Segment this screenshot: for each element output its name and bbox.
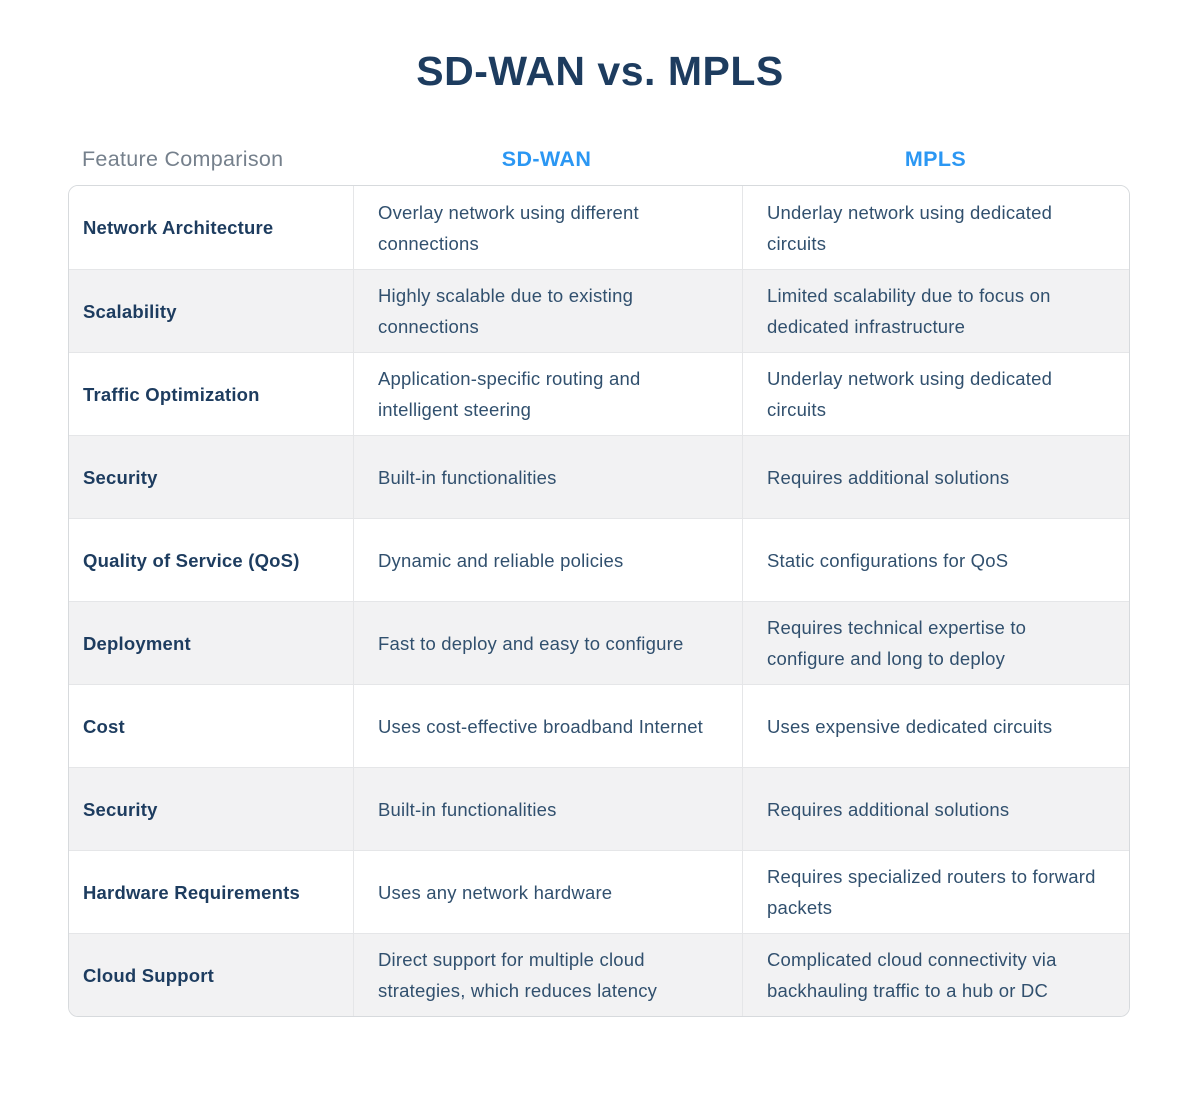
page-title: SD-WAN vs. MPLS xyxy=(416,48,784,94)
sdwan-cell: Uses cost-effective broadband Internet xyxy=(353,685,742,767)
table-row: Cost Uses cost-effective broadband Intern… xyxy=(69,684,1129,767)
mpls-cell: Underlay network using dedicated circuit… xyxy=(742,186,1129,269)
feature-cell: Cloud Support xyxy=(83,964,215,986)
mpls-cell: Requires additional solutions xyxy=(742,436,1129,518)
feature-cell: Traffic Optimization xyxy=(83,383,260,405)
feature-cell: Deployment xyxy=(83,632,191,654)
mpls-cell: Requires specialized routers to forward … xyxy=(742,851,1129,933)
sdwan-cell: Dynamic and reliable policies xyxy=(353,519,742,601)
table-row: Network Architecture Overlay network usin… xyxy=(69,186,1129,269)
column-headers: Feature Comparison SD-WAN MPLS xyxy=(68,145,1130,173)
comparison-table: Network Architecture Overlay network usin… xyxy=(68,185,1130,1017)
table-row: Security Built-in functionalities Requires… xyxy=(69,767,1129,850)
sdwan-cell: Uses any network hardware xyxy=(353,851,742,933)
mpls-cell: Complicated cloud connectivity via backh… xyxy=(742,934,1129,1016)
table-row: Scalability Highly scalable due to existi… xyxy=(69,269,1129,352)
feature-cell: Cost xyxy=(83,715,125,737)
page: SD-WAN vs. MPLS Feature Comparison SD-WA… xyxy=(0,48,1200,1116)
sdwan-cell: Application-specific routing and intelli… xyxy=(353,353,742,435)
mpls-cell: Static configurations for QoS xyxy=(742,519,1129,601)
table-row: Quality of Service (QoS) Dynamic and reli… xyxy=(69,518,1129,601)
feature-cell: Quality of Service (QoS) xyxy=(83,549,300,571)
mpls-cell: Requires additional solutions xyxy=(742,768,1129,850)
feature-cell: Scalability xyxy=(83,300,177,322)
column-header-feature-comparison: Feature Comparison xyxy=(82,147,284,171)
table-row: Cloud Support Direct support for multiple… xyxy=(69,933,1129,1016)
sdwan-cell: Built-in functionalities xyxy=(353,436,742,518)
mpls-cell: Limited scalability due to focus on dedi… xyxy=(742,270,1129,352)
sdwan-cell: Overlay network using different connecti… xyxy=(353,186,742,269)
table-row: Security Built-in functionalities Requires… xyxy=(69,435,1129,518)
table-row: Deployment Fast to deploy and easy to con… xyxy=(69,601,1129,684)
feature-cell: Security xyxy=(83,798,158,820)
table-row: Hardware Requirements Uses any network ha… xyxy=(69,850,1129,933)
sdwan-cell: Built-in functionalities xyxy=(353,768,742,850)
column-header-sdwan: SD-WAN xyxy=(501,147,592,171)
sdwan-cell: Direct support for multiple cloud strate… xyxy=(353,934,742,1016)
mpls-cell: Underlay network using dedicated circuit… xyxy=(742,353,1129,435)
comparison-table-section: Feature Comparison SD-WAN MPLS Network A… xyxy=(68,145,1130,1017)
feature-cell: Security xyxy=(83,466,158,488)
feature-cell: Network Architecture xyxy=(83,217,274,238)
sdwan-cell: Highly scalable due to existing connecti… xyxy=(353,270,742,352)
sdwan-cell: Fast to deploy and easy to configure xyxy=(353,602,742,684)
feature-cell: Hardware Requirements xyxy=(83,881,301,903)
mpls-cell: Requires technical expertise to configur… xyxy=(742,602,1129,684)
mpls-cell: Uses expensive dedicated circuits xyxy=(742,685,1129,767)
column-header-mpls: MPLS xyxy=(904,147,967,171)
table-row: Traffic Optimization Application-specific… xyxy=(69,352,1129,435)
